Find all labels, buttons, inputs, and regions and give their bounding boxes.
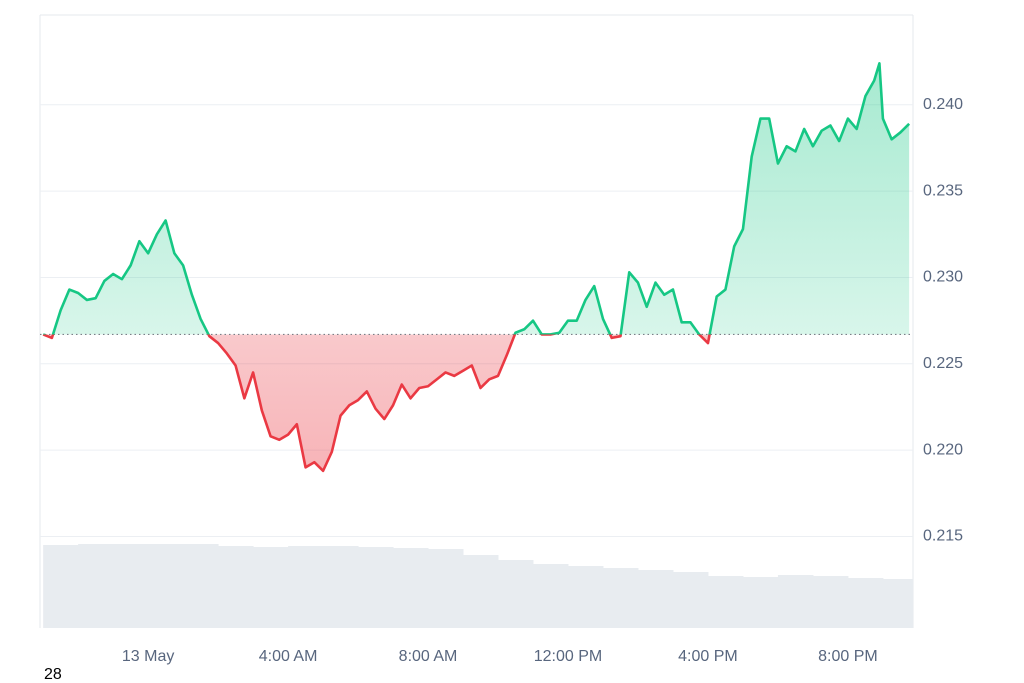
area-up [43,63,910,335]
volume-bar [882,579,913,628]
area-down [43,334,910,471]
y-tick-label: 0.230 [923,269,963,286]
price-line-down [42,334,711,473]
volume-bar [183,544,219,628]
x-tick-label: 4:00 PM [678,648,738,665]
volume-bar [498,560,534,628]
volume-bar [78,544,114,628]
volume-bar [567,566,604,628]
x-tick-label: 8:00 AM [399,648,458,665]
volume-bar [288,546,324,628]
volume-bar [812,576,849,628]
volume-bar [43,545,79,628]
volume-bar [533,564,569,628]
y-tick-label: 0.225 [923,355,963,372]
volume-bar [707,576,744,628]
volume-bar [463,555,499,628]
volume-bar [253,547,289,628]
volume-bar [602,568,639,628]
volume-bar [428,549,464,628]
volume-bar [393,548,429,628]
x-tick-label: 13 May [122,648,174,665]
volume-bar [218,546,254,628]
x-tick-label: 4:00 AM [259,648,318,665]
volume-bar [113,544,149,628]
x-tick-label: 8:00 PM [818,648,878,665]
volume-layer [43,544,913,628]
volume-bar [847,578,884,628]
volume-bar [637,570,674,628]
x-tick-label: 12:00 PM [534,648,602,665]
volume-bar [672,572,709,628]
y-tick-label: 0.220 [923,441,963,458]
footer-text: 28 [44,666,62,683]
volume-bar [148,544,184,628]
y-tick-label: 0.215 [923,528,963,545]
price-line-up [43,62,911,335]
y-tick-label: 0.240 [923,96,963,113]
volume-bar [358,547,394,628]
plot-layer: 0.215 0.220 0.225 0.230 0.235 0.240 13 May 4:00… [39,14,963,665]
volume-bar [777,575,814,628]
volume-bar [742,577,779,628]
y-tick-label: 0.235 [923,182,963,199]
volume-bar [323,546,359,628]
